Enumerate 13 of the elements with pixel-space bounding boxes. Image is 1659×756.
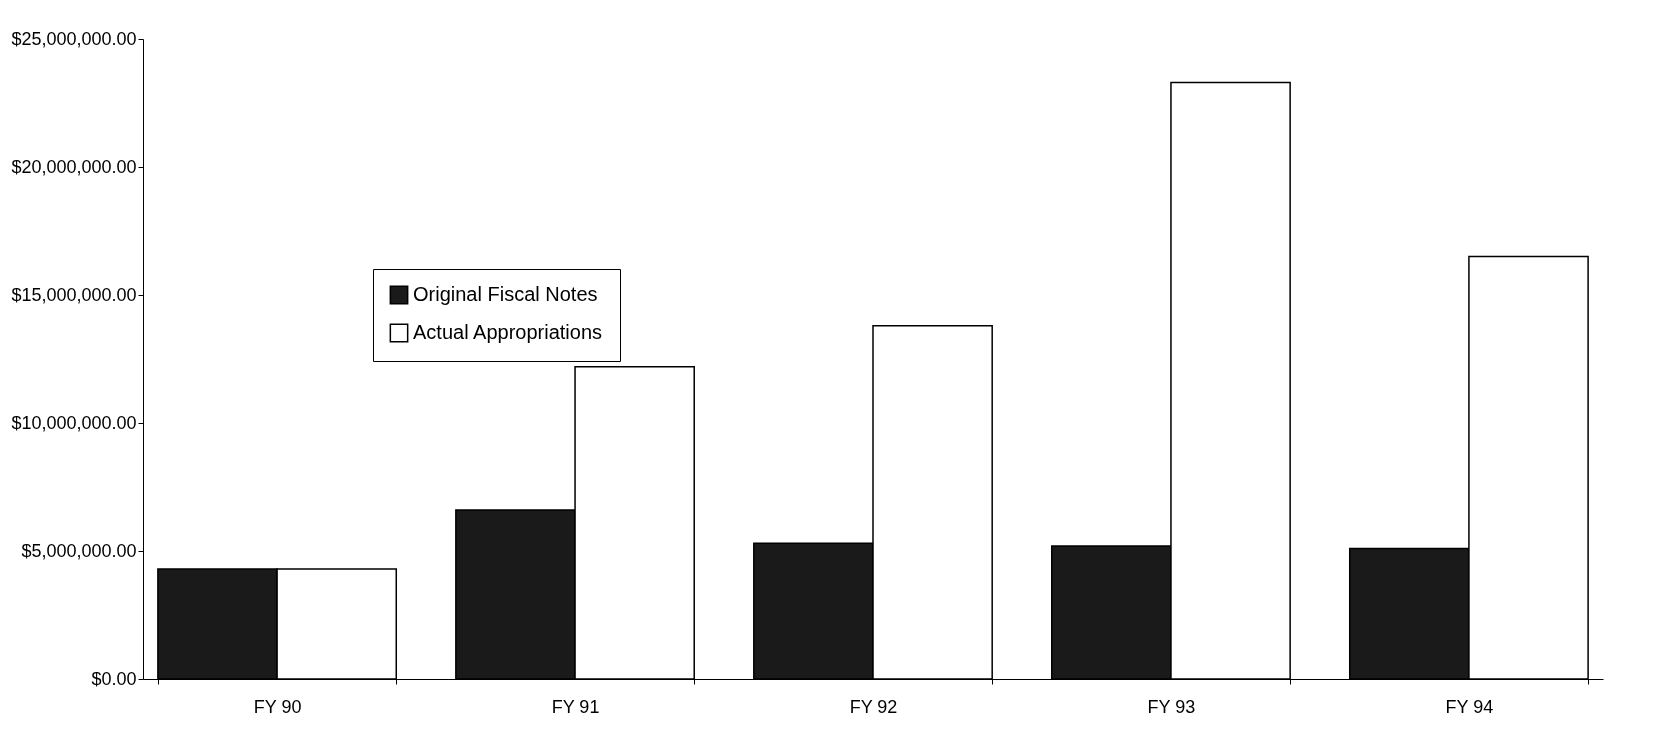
y-tick-label: $15,000,000.00	[11, 284, 137, 305]
x-tick-label: FY 93	[1147, 696, 1196, 717]
y-tick-label: $25,000,000.00	[11, 28, 137, 49]
x-tick-label: FY 91	[551, 696, 600, 717]
y-tick-label: $10,000,000.00	[11, 412, 137, 433]
x-tick-label: FY 94	[1445, 696, 1494, 717]
y-tick-label: $5,000,000.00	[21, 540, 137, 561]
legend-label: Original Fiscal Notes	[413, 283, 598, 305]
x-tick-label: FY 92	[849, 696, 898, 717]
y-tick-label: $20,000,000.00	[11, 156, 137, 177]
y-tick-label: $0.00	[91, 668, 137, 689]
legend-label: Actual Appropriations	[413, 321, 603, 343]
x-tick-label: FY 90	[253, 696, 302, 717]
